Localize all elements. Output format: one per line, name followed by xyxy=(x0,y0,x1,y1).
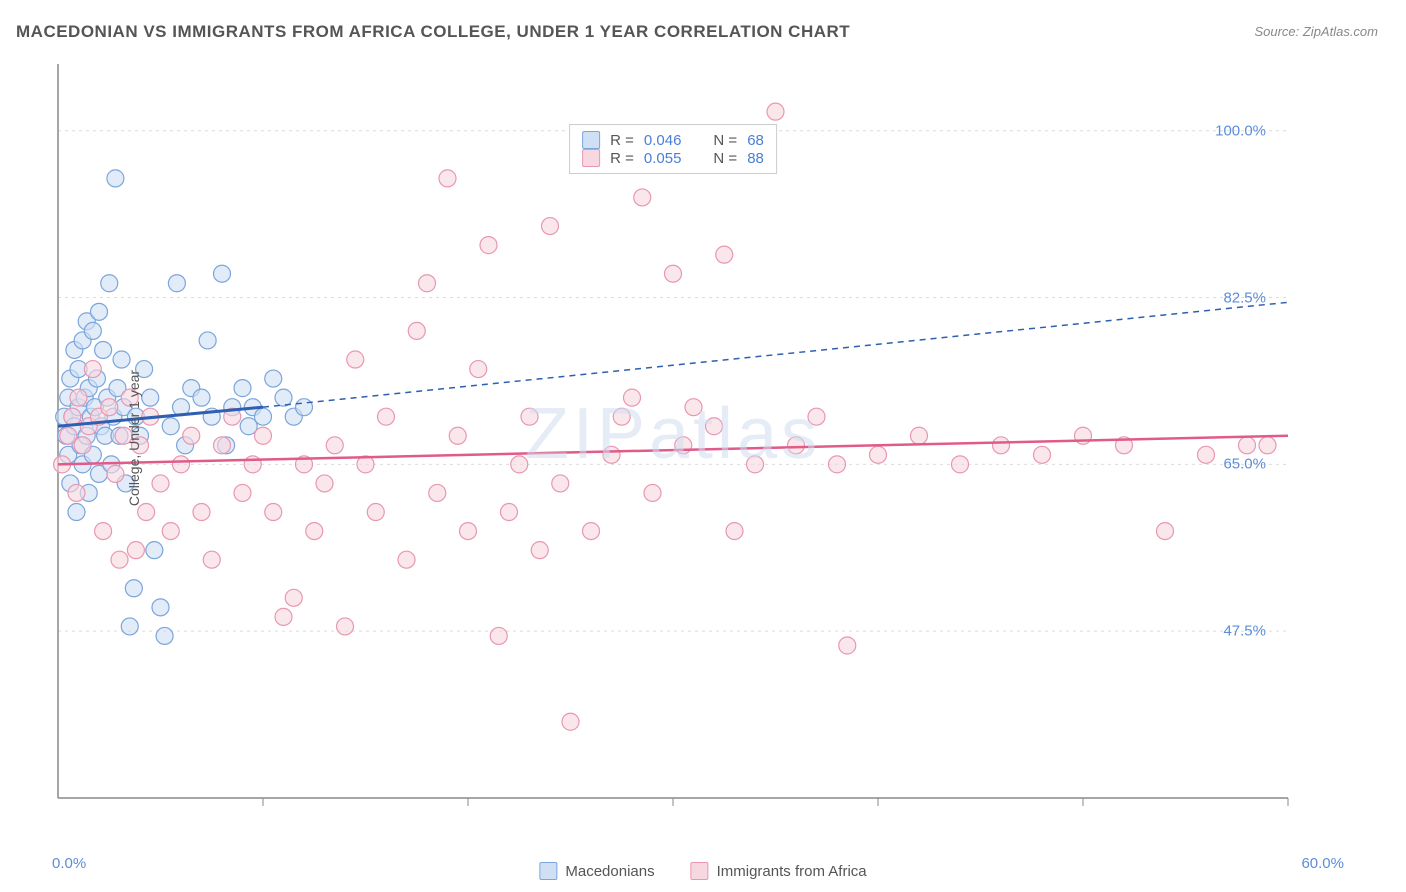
r-label: R = xyxy=(610,132,634,149)
y-tick-label: 47.5% xyxy=(1223,623,1266,640)
n-label: N = xyxy=(713,150,737,167)
legend-label: Immigrants from Africa xyxy=(717,863,867,880)
stats-row-1: R = 0.046 N = 68 xyxy=(582,131,764,149)
source-link[interactable]: ZipAtlas.com xyxy=(1303,24,1378,39)
legend-swatch xyxy=(539,862,557,880)
n-value-1: 68 xyxy=(747,132,764,149)
series-legend: Macedonians Immigrants from Africa xyxy=(539,862,866,880)
y-tick-label: 82.5% xyxy=(1223,289,1266,306)
correlation-scatter-chart: College, Under 1 year ZIPatlas R = 0.046… xyxy=(48,58,1298,818)
y-axis-label: College, Under 1 year xyxy=(126,370,142,506)
x-axis-max-label: 60.0% xyxy=(1301,855,1344,872)
r-value-2: 0.055 xyxy=(644,150,682,167)
y-tick-label: 65.0% xyxy=(1223,456,1266,473)
source-prefix: Source: xyxy=(1254,24,1302,39)
legend-swatch-1 xyxy=(582,131,600,149)
n-value-2: 88 xyxy=(747,150,764,167)
r-label: R = xyxy=(610,150,634,167)
legend-swatch xyxy=(691,862,709,880)
r-value-1: 0.046 xyxy=(644,132,682,149)
stats-row-2: R = 0.055 N = 88 xyxy=(582,149,764,167)
legend-item-2: Immigrants from Africa xyxy=(691,862,867,880)
stats-legend: R = 0.046 N = 68 R = 0.055 N = 88 xyxy=(569,124,777,174)
x-axis-min-label: 0.0% xyxy=(52,855,86,872)
legend-label: Macedonians xyxy=(565,863,654,880)
source-attribution: Source: ZipAtlas.com xyxy=(1254,24,1378,39)
y-tick-label: 100.0% xyxy=(1215,122,1266,139)
legend-item-1: Macedonians xyxy=(539,862,654,880)
n-label: N = xyxy=(713,132,737,149)
page-title: MACEDONIAN VS IMMIGRANTS FROM AFRICA COL… xyxy=(16,22,850,42)
legend-swatch-2 xyxy=(582,149,600,167)
